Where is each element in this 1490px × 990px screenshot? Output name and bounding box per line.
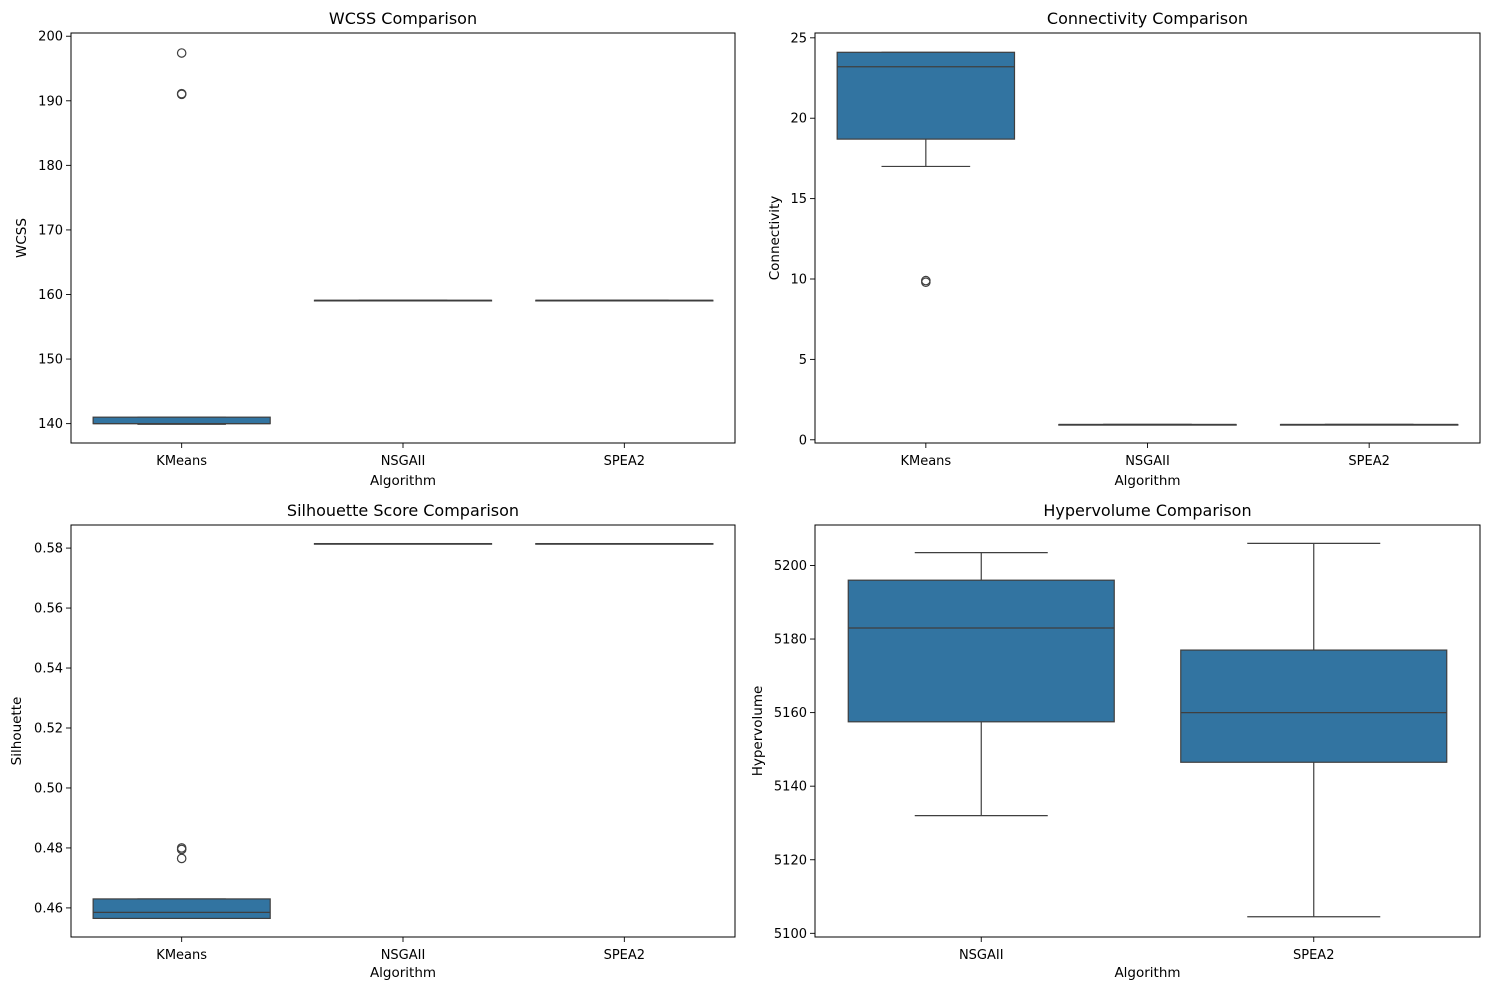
y-axis-label: WCSS xyxy=(14,218,30,258)
y-tick-label: 25 xyxy=(790,31,807,46)
plot-frame xyxy=(814,32,1481,444)
box-spea2 xyxy=(535,299,714,302)
chart-panel-3: Silhouette Score Comparison Algorithm Silh… xyxy=(9,501,736,981)
y-tick-label: 5120 xyxy=(774,853,807,868)
y-axis-label: Silhouette xyxy=(9,697,25,766)
box-spea2 xyxy=(535,542,714,545)
outlier-point xyxy=(921,275,931,286)
box-spea2 xyxy=(1180,542,1448,918)
y-axis-label: Connectivity xyxy=(767,196,783,281)
y-tick-label: 170 xyxy=(38,223,63,238)
chart-title: Silhouette Score Comparison xyxy=(287,501,519,520)
box-kmeans xyxy=(92,843,271,920)
chart-title: Connectivity Comparison xyxy=(1047,9,1248,28)
y-tick-label: 5160 xyxy=(774,706,807,721)
box-spea2 xyxy=(1279,423,1459,426)
y-tick-label: 15 xyxy=(790,192,807,207)
y-tick-label: 0.48 xyxy=(34,841,63,856)
chart-panel-1: WCSS Comparison Algorithm WCSS 140 150 160 170… xyxy=(14,9,736,489)
y-tick-label: 0.58 xyxy=(34,542,63,557)
plot-frame xyxy=(70,32,736,444)
iqr-box xyxy=(92,898,271,920)
x-tick-label: KMeans xyxy=(156,948,207,963)
plot-frame xyxy=(70,524,736,938)
x-axis-label: Algorithm xyxy=(370,473,436,489)
box-nsgaii xyxy=(313,542,493,545)
x-tick-label: NSGAII xyxy=(381,948,426,963)
x-axis-label: Algorithm xyxy=(370,965,436,981)
chart-title: WCSS Comparison xyxy=(329,9,477,28)
y-tick-label: 0 xyxy=(799,433,807,448)
iqr-box xyxy=(1180,649,1448,763)
y-axis-label: Hypervolume xyxy=(750,686,766,777)
x-tick-label: KMeans xyxy=(156,454,207,469)
y-tick-label: 20 xyxy=(790,112,807,127)
chart-panel-2: Connectivity Comparison Algorithm Connecti… xyxy=(767,9,1481,489)
outlier-point xyxy=(176,843,187,853)
y-tick-label: 5180 xyxy=(774,633,807,648)
x-tick-label: SPEA2 xyxy=(604,948,645,963)
y-tick-label: 5100 xyxy=(774,927,807,942)
y-tick-label: 190 xyxy=(38,94,63,109)
y-tick-label: 0.54 xyxy=(34,662,63,677)
box-nsgaii xyxy=(1058,423,1237,426)
x-tick-label: NSGAII xyxy=(1125,454,1170,469)
outlier-point xyxy=(176,853,187,864)
chart-title: Hypervolume Comparison xyxy=(1043,501,1251,520)
y-tick-label: 5 xyxy=(799,353,807,368)
y-tick-label: 200 xyxy=(38,30,63,45)
y-tick-label: 160 xyxy=(38,288,63,303)
y-tick-label: 0.46 xyxy=(34,901,63,916)
y-tick-label: 150 xyxy=(38,353,63,368)
y-tick-label: 5200 xyxy=(774,559,807,574)
y-tick-label: 0.52 xyxy=(34,722,63,737)
iqr-box xyxy=(836,51,1016,140)
x-axis-label: Algorithm xyxy=(1114,473,1180,489)
y-tick-label: 5140 xyxy=(774,780,807,795)
x-tick-label: SPEA2 xyxy=(1348,454,1389,469)
box-nsgaii xyxy=(313,299,493,302)
x-tick-label: KMeans xyxy=(900,454,951,469)
box-nsgaii xyxy=(847,551,1115,817)
box-kmeans xyxy=(836,51,1016,288)
y-tick-label: 0.50 xyxy=(34,781,63,796)
x-tick-label: SPEA2 xyxy=(604,454,645,469)
outlier-point xyxy=(176,48,187,58)
y-tick-label: 180 xyxy=(38,159,63,174)
chart-panel-4: Hypervolume Comparison Algorithm Hypervolu… xyxy=(750,501,1481,981)
y-tick-label: 10 xyxy=(790,273,807,288)
iqr-box xyxy=(92,416,271,425)
x-tick-label: NSGAII xyxy=(381,454,426,469)
x-axis-label: Algorithm xyxy=(1114,965,1180,981)
x-tick-label: NSGAII xyxy=(959,948,1004,963)
plot-frame xyxy=(814,524,1481,938)
y-tick-label: 0.56 xyxy=(34,602,63,617)
y-tick-label: 140 xyxy=(38,417,63,432)
iqr-box xyxy=(847,579,1115,723)
box-kmeans xyxy=(92,48,271,425)
x-tick-label: SPEA2 xyxy=(1293,948,1334,963)
outlier-point xyxy=(176,88,187,99)
